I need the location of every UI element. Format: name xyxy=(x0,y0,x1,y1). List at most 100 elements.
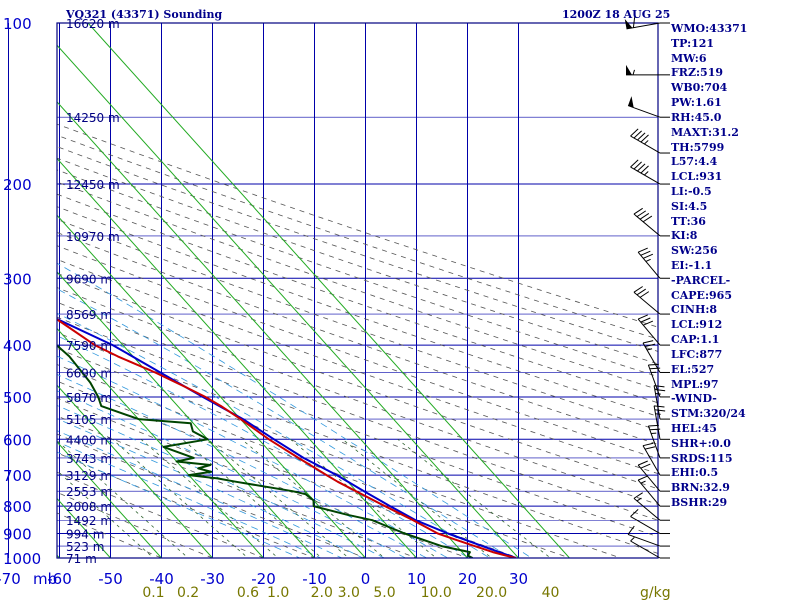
height-label: 3743 m xyxy=(66,452,112,466)
wind-barb-full xyxy=(644,446,656,450)
parcel-curve xyxy=(57,317,517,558)
mixing-ratio-tick-label: 10.0 xyxy=(421,585,452,600)
wind-flag xyxy=(624,19,633,29)
sounding-parameter: RH:45.0 xyxy=(671,110,722,124)
wind-shaft xyxy=(637,318,661,346)
height-label: 5105 m xyxy=(66,413,112,427)
sounding-parameter: STM:320/24 xyxy=(671,407,746,421)
sounding-parameter: CAPE:965 xyxy=(671,288,732,302)
mixing-ratio-tick-label: 1.0 xyxy=(267,585,289,600)
dewpoint-curve xyxy=(57,344,474,558)
mixing-ratio-line xyxy=(207,438,350,558)
pressure-tick-label: 600 xyxy=(3,431,32,449)
pressure-tick-label: 400 xyxy=(3,337,32,355)
mixing-ratio-line xyxy=(140,438,279,558)
sounding-parameter: PW:1.61 xyxy=(671,96,722,110)
wind-barb-full xyxy=(636,288,647,296)
wind-barb xyxy=(633,492,670,521)
pressure-tick-label: 700 xyxy=(3,467,32,485)
dry-adiabat xyxy=(57,347,622,558)
wind-shaft xyxy=(642,342,661,373)
sounding-parameter: L57:4.4 xyxy=(671,155,718,169)
sounding-parameter: TP:121 xyxy=(671,36,715,50)
temperature-tick-label: -60 xyxy=(47,570,72,588)
wind-barb-half xyxy=(632,69,635,75)
dry-adiabat xyxy=(57,316,658,538)
wind-barb-full xyxy=(633,130,642,139)
wind-barb-full xyxy=(633,492,643,499)
wind-barb-full xyxy=(633,286,643,293)
wind-barb-full xyxy=(643,320,654,326)
pressure-tick-label: 300 xyxy=(3,270,32,288)
wind-shaft xyxy=(627,533,661,547)
sounding-parameter: CINH:8 xyxy=(671,303,718,317)
mixing-ratio-line xyxy=(182,438,323,558)
wind-barb-half xyxy=(645,258,651,262)
height-label: 8569 m xyxy=(66,308,112,322)
isotherm-line xyxy=(57,44,519,558)
moist-adiabat xyxy=(57,288,512,558)
pressure-tick-label: 100 xyxy=(3,15,32,33)
sounding-parameter: MAXT:31.2 xyxy=(671,125,739,139)
dry-adiabat xyxy=(57,258,658,475)
wind-barb-full xyxy=(633,161,642,170)
height-label: 16620 m xyxy=(66,17,120,31)
axis-labels: 1002003004005006007008009001000mb-80-70-… xyxy=(0,15,671,600)
wind-shaft xyxy=(642,445,661,476)
wind-barb-full xyxy=(637,132,646,141)
isotherm-line xyxy=(57,327,264,558)
wind-barb-full xyxy=(644,343,656,347)
sounding-parameter: FRZ:519 xyxy=(671,66,724,80)
dry-adiabat xyxy=(57,181,658,390)
sounding-parameter: LI:-0.5 xyxy=(671,184,712,198)
temperature-tick-label: -50 xyxy=(98,570,123,588)
wind-barb-full xyxy=(637,475,648,481)
moist-adiabat xyxy=(57,418,364,558)
wind-shaft xyxy=(647,425,661,459)
mixing-ratio-tick-label: 5.0 xyxy=(373,585,395,600)
sounding-parameter: -PARCEL- xyxy=(671,273,731,287)
sounding-parameter: CAP:1.1 xyxy=(671,333,720,347)
wind-shaft xyxy=(637,479,661,507)
wind-flag xyxy=(628,96,634,108)
dry-adiabat xyxy=(57,157,658,365)
height-label: 523 m xyxy=(66,540,104,554)
mixing-ratio-line xyxy=(57,440,189,558)
wind-shaft xyxy=(630,135,661,154)
height-label: 71 m xyxy=(66,552,97,566)
moist-adiabat xyxy=(57,373,428,558)
profile-curves xyxy=(57,317,517,558)
sounding-parameter: MPL:97 xyxy=(671,377,719,391)
wind-barb-full xyxy=(649,367,661,370)
height-label: 9690 m xyxy=(66,272,112,286)
wind-barb-full xyxy=(640,250,651,256)
sounding-parameter: SW:256 xyxy=(671,244,718,258)
wind-barb-full xyxy=(630,508,639,517)
wind-barb-full xyxy=(654,405,665,408)
sounding-parameter: LCL:912 xyxy=(671,318,723,332)
wind-barb xyxy=(637,460,670,492)
wind-barb-half xyxy=(655,413,661,415)
dry-adiabat xyxy=(57,123,658,328)
wind-barb xyxy=(627,525,670,547)
wind-shaft xyxy=(653,405,661,440)
isotherm-line xyxy=(87,23,570,558)
dry-adiabat xyxy=(57,452,316,558)
wind-barb-half xyxy=(636,497,642,502)
wind-barb-half xyxy=(644,140,649,145)
dry-adiabat xyxy=(57,415,418,558)
wind-shaft xyxy=(633,213,661,237)
dry-adiabat xyxy=(57,332,658,554)
mixing-ratio-tick-label: 2.0 xyxy=(311,585,333,600)
wind-barb xyxy=(630,128,670,154)
height-label: 10970 m xyxy=(66,230,120,244)
wind-barb xyxy=(653,385,670,420)
sounding-parameter: MW:6 xyxy=(671,51,707,65)
wind-barb-half xyxy=(646,348,653,351)
wind-shaft xyxy=(630,516,661,534)
wind-barb-half xyxy=(640,480,646,484)
wind-shaft xyxy=(630,166,661,185)
plot-border xyxy=(56,22,659,559)
sounding-parameters: WMO:43371 TP:121 MW:6 FRZ:519 WB0:704 PW:1.61… xyxy=(671,22,747,511)
